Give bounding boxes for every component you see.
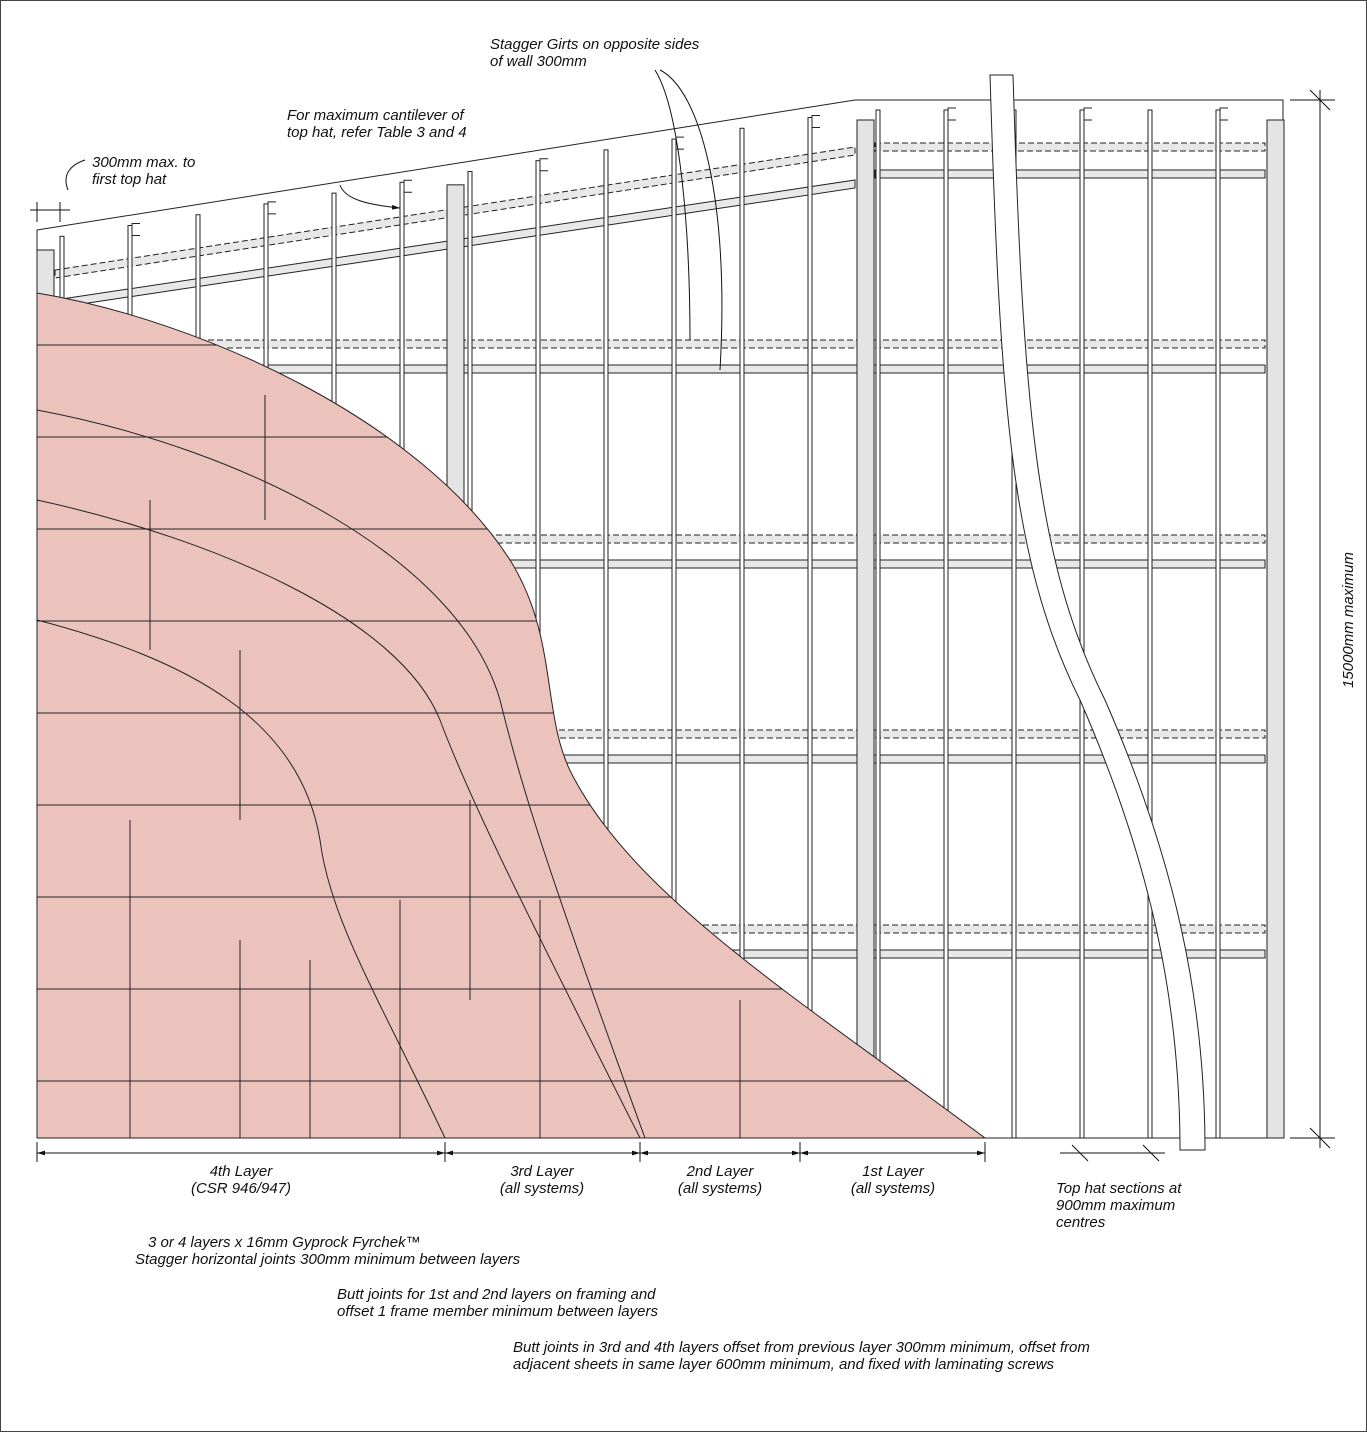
- girt: [875, 143, 1265, 151]
- note: 3 or 4 layers x 16mm Gyprock Fyrchek™: [148, 1234, 421, 1251]
- channel: [268, 202, 276, 214]
- top-hat: [1148, 110, 1152, 1138]
- column: [1267, 120, 1284, 1138]
- annotation: first top hat: [92, 171, 167, 188]
- channel: [404, 180, 412, 192]
- note: adjacent sheets in same layer 600mm mini…: [513, 1356, 1055, 1373]
- note: offset 1 frame member minimum between la…: [337, 1303, 658, 1320]
- channel: [1220, 108, 1228, 120]
- annotation: Top hat sections at: [1056, 1180, 1182, 1197]
- top-hat: [808, 117, 812, 1138]
- plasterboard: [37, 293, 1000, 1138]
- channel: [1084, 108, 1092, 120]
- diagram: Stagger Girts on opposite sides of wall …: [0, 0, 1367, 1432]
- layer-note: (all systems): [851, 1180, 935, 1197]
- column: [857, 120, 874, 1138]
- layer-note: (all systems): [678, 1180, 762, 1197]
- top-hat: [876, 110, 880, 1138]
- layer-note: (CSR 946/947): [191, 1180, 291, 1197]
- height-label: 15000mm maximum: [1340, 552, 1357, 688]
- annotation: For maximum cantilever of: [287, 107, 466, 124]
- channel: [540, 159, 548, 171]
- girt: [875, 170, 1265, 178]
- layer-name: 3rd Layer: [510, 1163, 574, 1180]
- annotation: centres: [1056, 1214, 1106, 1231]
- top-hat: [1080, 110, 1084, 1138]
- annotation: of wall 300mm: [490, 53, 587, 70]
- note: Stagger horizontal joints 300mm minimum …: [135, 1251, 521, 1268]
- layer-name: 2nd Layer: [686, 1163, 755, 1180]
- layer-name: 1st Layer: [862, 1163, 925, 1180]
- layer-name: 4th Layer: [210, 1163, 274, 1180]
- channel: [948, 108, 956, 120]
- note: Butt joints in 3rd and 4th layers offset…: [513, 1339, 1090, 1356]
- layer-note: (all systems): [500, 1180, 584, 1197]
- channel: [812, 115, 820, 127]
- annotation: top hat, refer Table 3 and 4: [287, 124, 467, 141]
- annotation: 900mm maximum: [1056, 1197, 1175, 1214]
- annotation: 300mm max. to: [92, 154, 195, 171]
- annotation: Stagger Girts on opposite sides: [490, 36, 700, 53]
- channel: [132, 224, 140, 236]
- top-hat: [1216, 110, 1220, 1138]
- break-line: [990, 75, 1205, 1150]
- top-hat: [944, 110, 948, 1138]
- note: Butt joints for 1st and 2nd layers on fr…: [337, 1286, 656, 1303]
